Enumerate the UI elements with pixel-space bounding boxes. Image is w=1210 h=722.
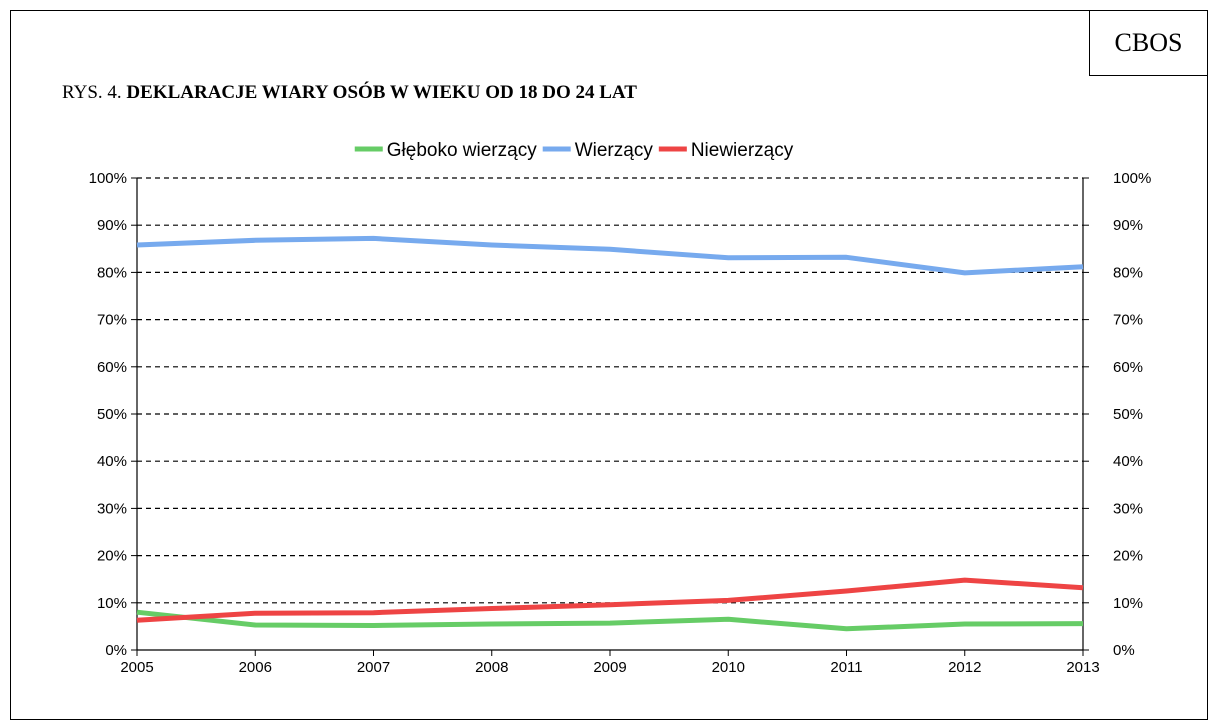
y-tick-label: 70% [1113, 312, 1143, 329]
y-tick-label: 40% [1113, 453, 1143, 470]
y-tick-label: 0% [105, 642, 127, 659]
x-tick-label: 2009 [593, 659, 626, 676]
figure-frame [10, 10, 1208, 720]
x-tick-label: 2008 [475, 659, 508, 676]
x-tick-label: 2011 [830, 659, 862, 676]
x-axis: 2005 2006 2007 2008 2009 2010 2011 2012 2013 [120, 650, 1100, 676]
y-tick-label: 30% [1113, 500, 1143, 517]
y-tick-label: 0% [1113, 642, 1135, 659]
legend-label: Niewierzący [691, 140, 794, 161]
y-tick-label: 70% [97, 312, 127, 329]
y-tick-label: 100% [89, 170, 127, 187]
y-tick-label: 60% [1113, 359, 1143, 376]
y-tick-label: 80% [97, 264, 127, 281]
y-tick-label: 40% [97, 453, 127, 470]
x-tick-label: 2006 [239, 659, 272, 676]
y-tick-label: 100% [1113, 170, 1151, 187]
y-tick-label: 20% [1113, 548, 1143, 565]
x-tick-label: 2007 [357, 659, 390, 676]
y-tick-label: 60% [97, 359, 127, 376]
x-tick-label: 2010 [712, 659, 745, 676]
y-tick-label: 10% [97, 595, 127, 612]
figure-title-text: DEKLARACJE WIARY OSÓB W WIEKU OD 18 DO 2… [126, 82, 637, 103]
y-axis-right: 0% 10% 20% 30% 40% 50% 60% 70% 80% 90% 100% [1083, 170, 1151, 659]
y-tick-label: 90% [97, 217, 127, 234]
x-tick-label: 2013 [1066, 659, 1099, 676]
series-line [136, 235, 1084, 276]
y-tick-label: 90% [1113, 217, 1143, 234]
x-tick-label: 2012 [948, 659, 981, 676]
figure-title: RYS. 4. DEKLARACJE WIARY OSÓB W WIEKU OD… [62, 82, 637, 104]
y-tick-label: 30% [97, 500, 127, 517]
y-tick-label: 80% [1113, 264, 1143, 281]
y-tick-label: 50% [97, 406, 127, 423]
y-tick-label: 50% [1113, 406, 1143, 423]
legend-label: Wierzący [575, 140, 654, 161]
series-line [136, 577, 1084, 623]
series-lines [136, 235, 1084, 632]
y-tick-label: 10% [1113, 595, 1143, 612]
y-tick-label: 20% [97, 548, 127, 565]
figure-prefix: RYS. 4. [62, 82, 122, 103]
legend: Głęboko wierzący Wierzący Niewierzący [354, 140, 794, 161]
source-label: CBOS [1089, 10, 1208, 76]
series-line [136, 609, 1084, 632]
legend-label: Głęboko wierzący [387, 140, 537, 161]
x-tick-label: 2005 [120, 659, 153, 676]
y-axis-left: 0% 10% 20% 30% 40% 50% 60% 70% 80% 90% 100% [89, 170, 137, 659]
